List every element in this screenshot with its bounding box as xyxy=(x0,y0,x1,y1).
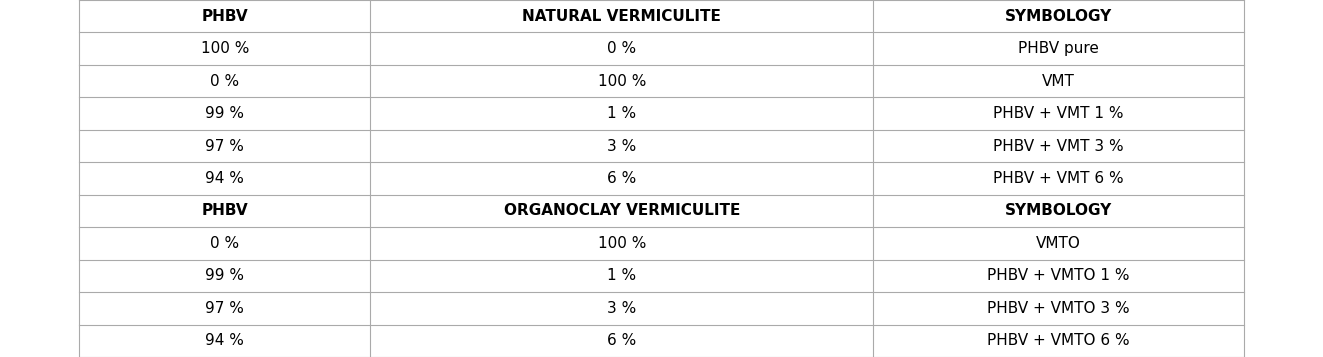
Text: 0 %: 0 % xyxy=(210,74,239,89)
Text: 1 %: 1 % xyxy=(607,268,636,283)
Text: PHBV + VMT 1 %: PHBV + VMT 1 % xyxy=(994,106,1123,121)
Text: 0 %: 0 % xyxy=(607,41,636,56)
Text: PHBV + VMT 3 %: PHBV + VMT 3 % xyxy=(994,139,1123,154)
Text: 6 %: 6 % xyxy=(607,171,636,186)
Text: 100 %: 100 % xyxy=(201,41,249,56)
Text: PHBV + VMT 6 %: PHBV + VMT 6 % xyxy=(994,171,1123,186)
Text: PHBV + VMTO 1 %: PHBV + VMTO 1 % xyxy=(987,268,1130,283)
Text: 99 %: 99 % xyxy=(205,268,245,283)
Text: 100 %: 100 % xyxy=(598,74,646,89)
Text: 3 %: 3 % xyxy=(607,301,636,316)
Text: PHBV: PHBV xyxy=(201,9,249,24)
Text: 0 %: 0 % xyxy=(210,236,239,251)
Text: 97 %: 97 % xyxy=(205,301,245,316)
Text: ORGANOCLAY VERMICULITE: ORGANOCLAY VERMICULITE xyxy=(504,203,740,218)
Text: PHBV + VMTO 6 %: PHBV + VMTO 6 % xyxy=(987,333,1130,348)
Text: VMTO: VMTO xyxy=(1036,236,1081,251)
Text: PHBV + VMTO 3 %: PHBV + VMTO 3 % xyxy=(987,301,1130,316)
Text: 94 %: 94 % xyxy=(205,171,245,186)
Text: 1 %: 1 % xyxy=(607,106,636,121)
Text: PHBV: PHBV xyxy=(201,203,249,218)
Text: 99 %: 99 % xyxy=(205,106,245,121)
Text: VMT: VMT xyxy=(1043,74,1074,89)
Text: 94 %: 94 % xyxy=(205,333,245,348)
Text: PHBV pure: PHBV pure xyxy=(1017,41,1099,56)
Text: NATURAL VERMICULITE: NATURAL VERMICULITE xyxy=(523,9,721,24)
Text: SYMBOLOGY: SYMBOLOGY xyxy=(1004,203,1113,218)
Text: 3 %: 3 % xyxy=(607,139,636,154)
Text: SYMBOLOGY: SYMBOLOGY xyxy=(1004,9,1113,24)
Text: 100 %: 100 % xyxy=(598,236,646,251)
Text: 97 %: 97 % xyxy=(205,139,245,154)
Text: 6 %: 6 % xyxy=(607,333,636,348)
